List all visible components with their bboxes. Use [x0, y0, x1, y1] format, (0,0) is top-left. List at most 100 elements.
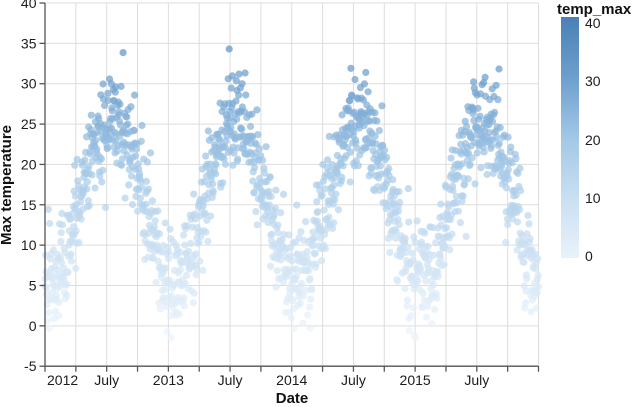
data-point	[143, 158, 151, 166]
data-point	[142, 200, 150, 208]
data-point	[513, 246, 521, 254]
data-point	[462, 122, 471, 131]
data-point	[324, 156, 332, 164]
data-point	[121, 194, 129, 202]
data-point	[350, 128, 358, 136]
data-point	[419, 289, 427, 297]
data-point	[299, 319, 307, 327]
data-point	[101, 203, 110, 212]
data-point	[255, 145, 263, 153]
data-point	[81, 156, 89, 164]
data-point	[320, 206, 328, 214]
data-point	[421, 229, 429, 237]
data-point	[306, 275, 314, 283]
data-point	[96, 172, 104, 180]
legend-tick-label: 10	[585, 189, 601, 206]
data-point	[485, 128, 493, 137]
data-point	[297, 228, 305, 236]
data-point	[118, 161, 126, 169]
legend-tick-label: 0	[585, 248, 593, 264]
data-point	[53, 265, 62, 274]
data-point	[165, 248, 173, 256]
data-point	[262, 143, 270, 151]
data-point	[71, 161, 79, 169]
data-point	[270, 211, 278, 219]
data-point	[285, 231, 293, 239]
data-point	[130, 127, 138, 135]
data-point	[163, 327, 171, 335]
data-point	[307, 295, 315, 303]
data-point	[311, 249, 319, 257]
data-point	[148, 197, 157, 205]
data-point	[238, 125, 246, 133]
data-point	[433, 294, 441, 302]
data-point	[127, 172, 136, 180]
data-point	[138, 121, 146, 130]
data-point	[395, 188, 403, 196]
data-point	[272, 283, 280, 291]
data-point	[68, 238, 76, 246]
data-point	[505, 175, 513, 183]
data-point	[534, 282, 543, 291]
data-point	[125, 181, 133, 189]
data-point	[504, 133, 512, 141]
data-point	[414, 277, 422, 285]
data-point	[364, 88, 372, 96]
data-point	[206, 160, 214, 168]
data-point	[306, 303, 314, 311]
data-point	[386, 248, 394, 256]
data-point	[57, 229, 65, 237]
data-point	[409, 304, 417, 312]
data-point	[150, 223, 159, 231]
data-point	[271, 204, 280, 212]
data-point	[302, 218, 310, 226]
data-point	[116, 121, 124, 129]
data-point	[183, 222, 191, 230]
data-point	[290, 324, 298, 333]
data-point	[522, 287, 530, 295]
data-point	[248, 132, 257, 140]
y-tick-label: 40	[21, 0, 37, 11]
data-point	[189, 299, 197, 307]
data-point	[503, 215, 511, 223]
data-point	[354, 162, 362, 170]
data-point	[411, 334, 420, 342]
data-point	[431, 305, 439, 314]
data-point	[375, 127, 383, 135]
data-point	[123, 113, 131, 121]
data-point	[403, 302, 411, 310]
data-point	[371, 132, 379, 140]
data-point	[233, 115, 241, 123]
data-point	[516, 164, 524, 172]
data-point	[395, 207, 403, 215]
data-point	[117, 82, 125, 90]
data-point	[176, 265, 185, 274]
data-point	[429, 251, 437, 259]
data-point	[251, 164, 259, 172]
data-point	[235, 91, 243, 99]
y-tick-label: 35	[21, 35, 37, 51]
data-point	[371, 109, 379, 117]
data-point	[221, 143, 229, 151]
data-point	[181, 241, 189, 249]
data-point	[351, 75, 359, 84]
data-point	[199, 266, 207, 274]
data-point	[54, 312, 63, 320]
data-point	[434, 272, 442, 280]
data-point	[136, 194, 144, 202]
legend-tick-label: 20	[585, 131, 601, 148]
data-point	[411, 238, 419, 246]
data-point	[306, 324, 314, 332]
data-point	[338, 111, 346, 119]
data-point	[273, 267, 281, 275]
data-point	[267, 192, 275, 200]
data-point	[352, 139, 360, 147]
data-point	[502, 238, 510, 246]
data-point	[466, 160, 474, 169]
data-point	[249, 177, 257, 185]
data-point	[526, 235, 534, 243]
x-tick-label: July	[94, 372, 119, 388]
data-point	[453, 199, 461, 207]
data-point	[405, 327, 413, 335]
data-point	[131, 91, 139, 99]
